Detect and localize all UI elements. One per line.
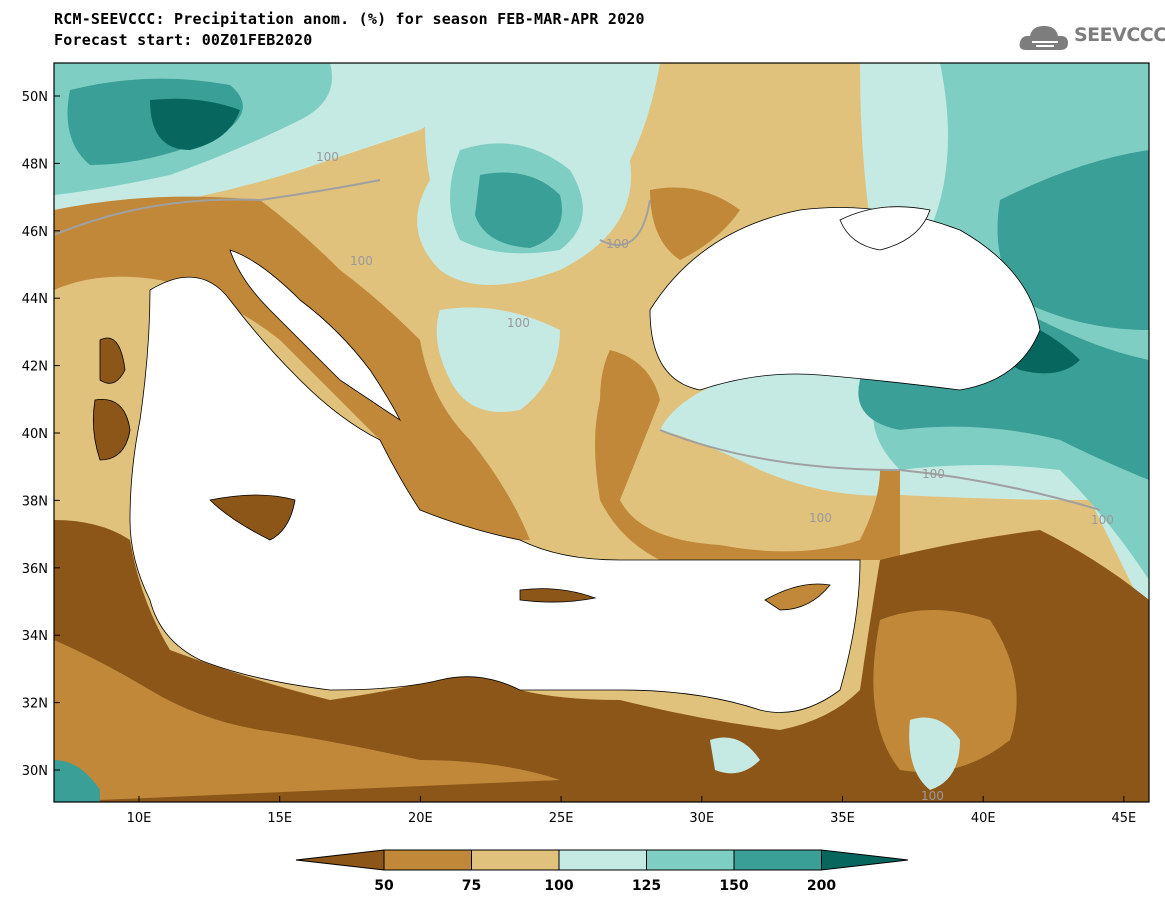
wet-spot-egypt [710,737,760,774]
lat-tick-label: 36N [22,562,48,577]
contour-line-100-anatolia [659,429,1101,511]
mediterranean-sea [129,276,861,713]
wet-region-balkans [436,307,560,412]
lon-tick-label: 45E [1112,811,1137,826]
lat-tick-label: 48N [22,157,48,172]
sicily-island [209,494,296,541]
cloud-icon [1019,26,1068,50]
black-sea [649,207,1041,391]
colorbar-label: 50 [374,878,394,894]
contour-label: 100 [1091,513,1114,527]
lon-tick-label: 35E [830,811,855,826]
contour-label: 100 [606,237,629,251]
lat-tick-label: 40N [22,427,48,442]
lat-tick-label: 32N [22,697,48,712]
contour-labels: 100 100 100 100 100 100 100 100 [316,150,1114,803]
sea-of-azov [839,206,931,251]
sardinia-island [92,398,131,461]
contour-line-100-north [54,179,381,236]
colorbar-label: 150 [719,878,748,894]
lon-tick-label: 10E [127,811,152,826]
colorbar-boxes [295,849,909,871]
adriatic-sea [229,249,402,422]
contour-label: 100 [809,511,832,525]
dry-region-libya-coast [54,640,560,802]
map-title: RCM-SEEVCCC: Precipitation anom. (%) for… [54,10,645,28]
dry-region-jordan [873,610,1017,772]
very-wet-region-caspian [997,150,1149,330]
wet-spot-saudi [909,717,960,790]
wet-spot-southwest [54,760,100,802]
colorbar-lower-extension [295,849,385,871]
lat-tick-label: 30N [22,764,48,779]
crete-island [519,588,597,603]
lat-tick-label: 44N [22,292,48,307]
colorbar-label: 200 [807,878,836,894]
colorbar-label: 125 [632,878,661,894]
longitude-axis: 10E 15E 20E 25E 30E 35E 40E 45E [127,796,1137,826]
colorbar-box [646,849,735,871]
colorbar-label: 75 [462,878,481,894]
lon-tick-label: 40E [971,811,996,826]
lon-tick-label: 25E [549,811,574,826]
lon-tick-label: 30E [689,811,714,826]
lon-tick-label: 15E [267,811,292,826]
colorbar-upper-extension [821,849,909,871]
latitude-axis: 50N 48N 46N 44N 42N 40N 38N 36N 34N 32N 30N [22,90,60,779]
colorbar-labels: 50 75 100 125 150 200 [374,878,836,894]
dry-region-moldova [650,187,740,260]
colorbar-box [383,849,472,871]
contour-line-100-romania [599,199,651,246]
colorbar-box [733,849,822,871]
seevccc-logo: SEEVCCC [1018,20,1165,60]
lon-tick-label: 20E [408,811,433,826]
colorbar-box [558,849,647,871]
contour-label: 100 [921,789,944,803]
very-dry-region-north-africa-middle-east [54,520,1149,802]
cyprus-island [764,583,831,611]
corsica-island [99,337,126,384]
logo-text: SEEVCCC [1074,24,1165,46]
colorbar-label: 100 [544,878,573,894]
lat-tick-label: 34N [22,629,48,644]
forecast-start-label: Forecast start: 00Z01FEB2020 [54,31,313,49]
lat-tick-label: 42N [22,360,48,375]
extreme-wet-region-north [150,98,240,150]
lat-tick-label: 46N [22,225,48,240]
very-wet-region-carpathians [475,172,562,248]
lat-tick-label: 38N [22,494,48,509]
lat-tick-label: 50N [22,90,48,105]
colorbar-box [471,849,560,871]
contour-label: 100 [350,254,373,268]
contour-label: 100 [922,467,945,481]
contour-label: 100 [316,150,339,164]
contour-label: 100 [507,316,530,330]
dry-region-anatolia [595,350,900,560]
